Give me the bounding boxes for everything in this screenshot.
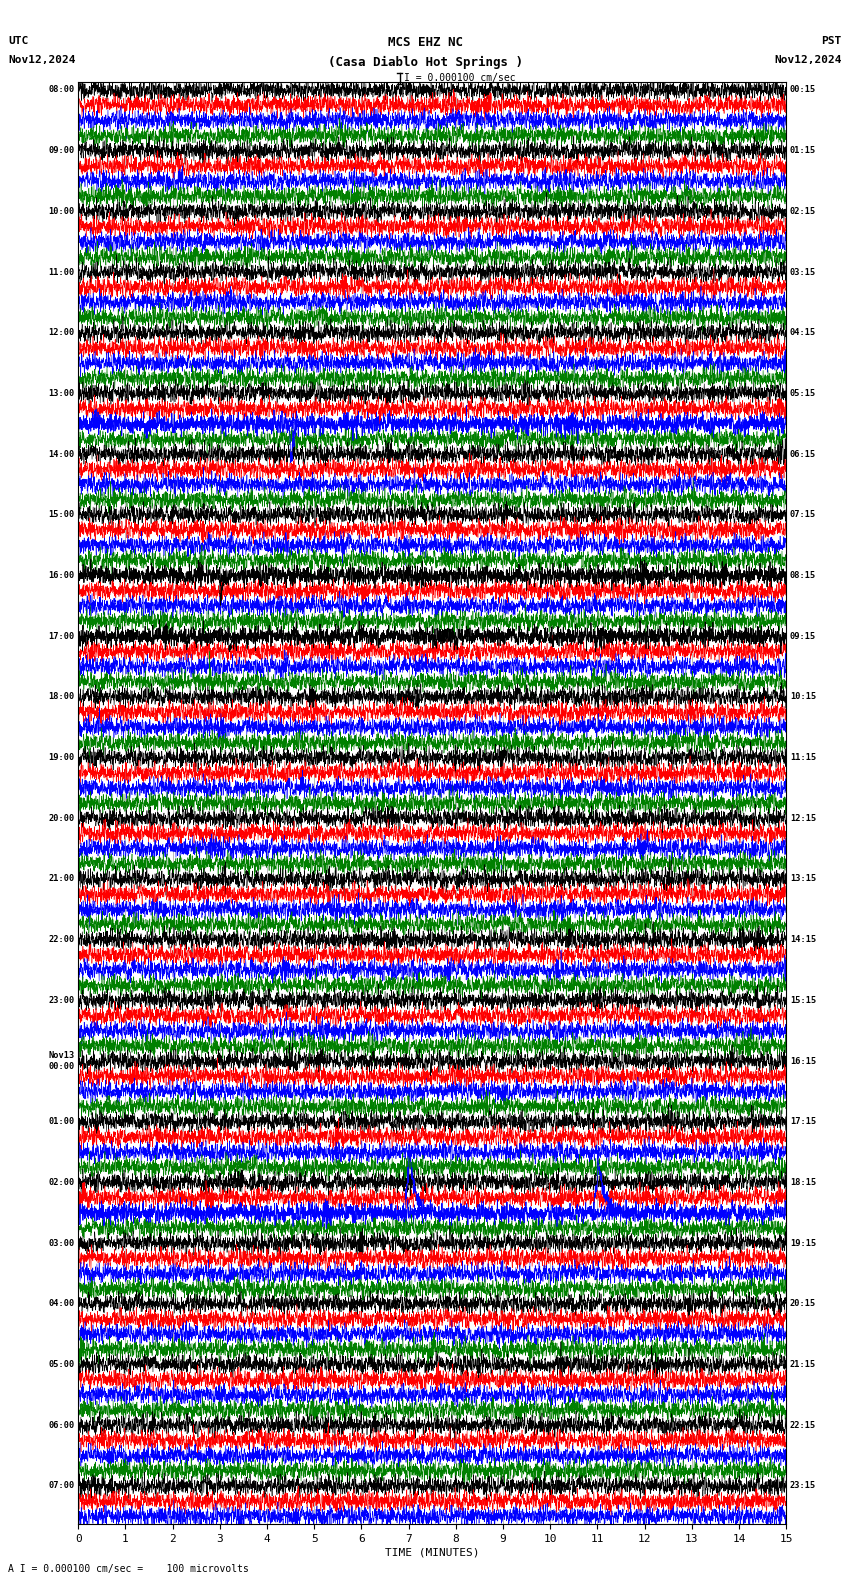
Text: 22:00: 22:00 [48,935,75,944]
Text: 17:15: 17:15 [790,1117,816,1126]
Text: 17:00: 17:00 [48,632,75,640]
Text: 18:15: 18:15 [790,1178,816,1186]
Text: 11:00: 11:00 [48,268,75,277]
Text: 11:15: 11:15 [790,752,816,762]
Text: 19:15: 19:15 [790,1239,816,1248]
Text: 10:00: 10:00 [48,208,75,215]
Text: 07:00: 07:00 [48,1481,75,1491]
Text: 16:15: 16:15 [790,1057,816,1066]
Text: 05:15: 05:15 [790,390,816,398]
Text: 08:15: 08:15 [790,570,816,580]
Text: 03:00: 03:00 [48,1239,75,1248]
Text: 09:15: 09:15 [790,632,816,640]
Text: 04:15: 04:15 [790,328,816,337]
Text: MCS EHZ NC: MCS EHZ NC [388,36,462,49]
Text: 18:00: 18:00 [48,692,75,702]
Text: 13:15: 13:15 [790,874,816,884]
Text: 04:00: 04:00 [48,1299,75,1308]
Text: 21:00: 21:00 [48,874,75,884]
Text: 13:00: 13:00 [48,390,75,398]
Text: Nov13
00:00: Nov13 00:00 [48,1052,75,1071]
Text: Nov12,2024: Nov12,2024 [774,55,842,65]
Text: 08:00: 08:00 [48,86,75,95]
Text: UTC: UTC [8,36,29,46]
Text: Nov12,2024: Nov12,2024 [8,55,76,65]
Text: 15:15: 15:15 [790,996,816,1004]
Text: 15:00: 15:00 [48,510,75,520]
Text: 00:15: 00:15 [790,86,816,95]
Text: 01:00: 01:00 [48,1117,75,1126]
Text: 05:00: 05:00 [48,1361,75,1369]
Text: 03:15: 03:15 [790,268,816,277]
Text: 23:00: 23:00 [48,996,75,1004]
Text: 07:15: 07:15 [790,510,816,520]
Text: 19:00: 19:00 [48,752,75,762]
Text: PST: PST [821,36,842,46]
Text: 23:15: 23:15 [790,1481,816,1491]
Text: 12:15: 12:15 [790,814,816,822]
Text: 14:00: 14:00 [48,450,75,459]
Text: 16:00: 16:00 [48,570,75,580]
Text: 20:00: 20:00 [48,814,75,822]
Text: 10:15: 10:15 [790,692,816,702]
Text: 06:15: 06:15 [790,450,816,459]
Text: 14:15: 14:15 [790,935,816,944]
Text: 21:15: 21:15 [790,1361,816,1369]
Text: 06:00: 06:00 [48,1421,75,1430]
X-axis label: TIME (MINUTES): TIME (MINUTES) [385,1548,479,1557]
Text: (Casa Diablo Hot Springs ): (Casa Diablo Hot Springs ) [327,55,523,68]
Text: 20:15: 20:15 [790,1299,816,1308]
Text: 22:15: 22:15 [790,1421,816,1430]
Text: A I = 0.000100 cm/sec =    100 microvolts: A I = 0.000100 cm/sec = 100 microvolts [8,1565,249,1574]
Text: I = 0.000100 cm/sec: I = 0.000100 cm/sec [404,73,515,82]
Text: 02:00: 02:00 [48,1178,75,1186]
Text: 01:15: 01:15 [790,146,816,155]
Text: 02:15: 02:15 [790,208,816,215]
Text: 09:00: 09:00 [48,146,75,155]
Text: 12:00: 12:00 [48,328,75,337]
